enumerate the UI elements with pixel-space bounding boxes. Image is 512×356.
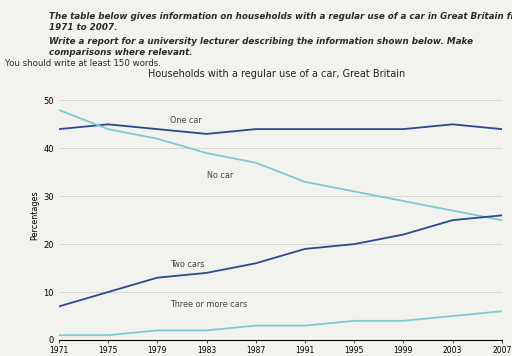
Text: One car: One car	[169, 116, 201, 125]
Text: You should write at least 150 words.: You should write at least 150 words.	[5, 59, 161, 68]
Y-axis label: Percentages: Percentages	[30, 190, 39, 240]
Text: Three or more cars: Three or more cars	[169, 300, 247, 309]
Text: No car: No car	[206, 171, 233, 180]
Text: comparisons where relevant.: comparisons where relevant.	[49, 48, 193, 57]
Text: Two cars: Two cars	[169, 260, 204, 269]
Text: The table below gives information on households with a regular use of a car in G: The table below gives information on hou…	[49, 12, 512, 21]
Text: 1971 to 2007.: 1971 to 2007.	[49, 23, 117, 32]
Text: Households with a regular use of a car, Great Britain: Households with a regular use of a car, …	[148, 69, 405, 79]
Text: Write a report for a university lecturer describing the information shown below.: Write a report for a university lecturer…	[49, 37, 473, 46]
